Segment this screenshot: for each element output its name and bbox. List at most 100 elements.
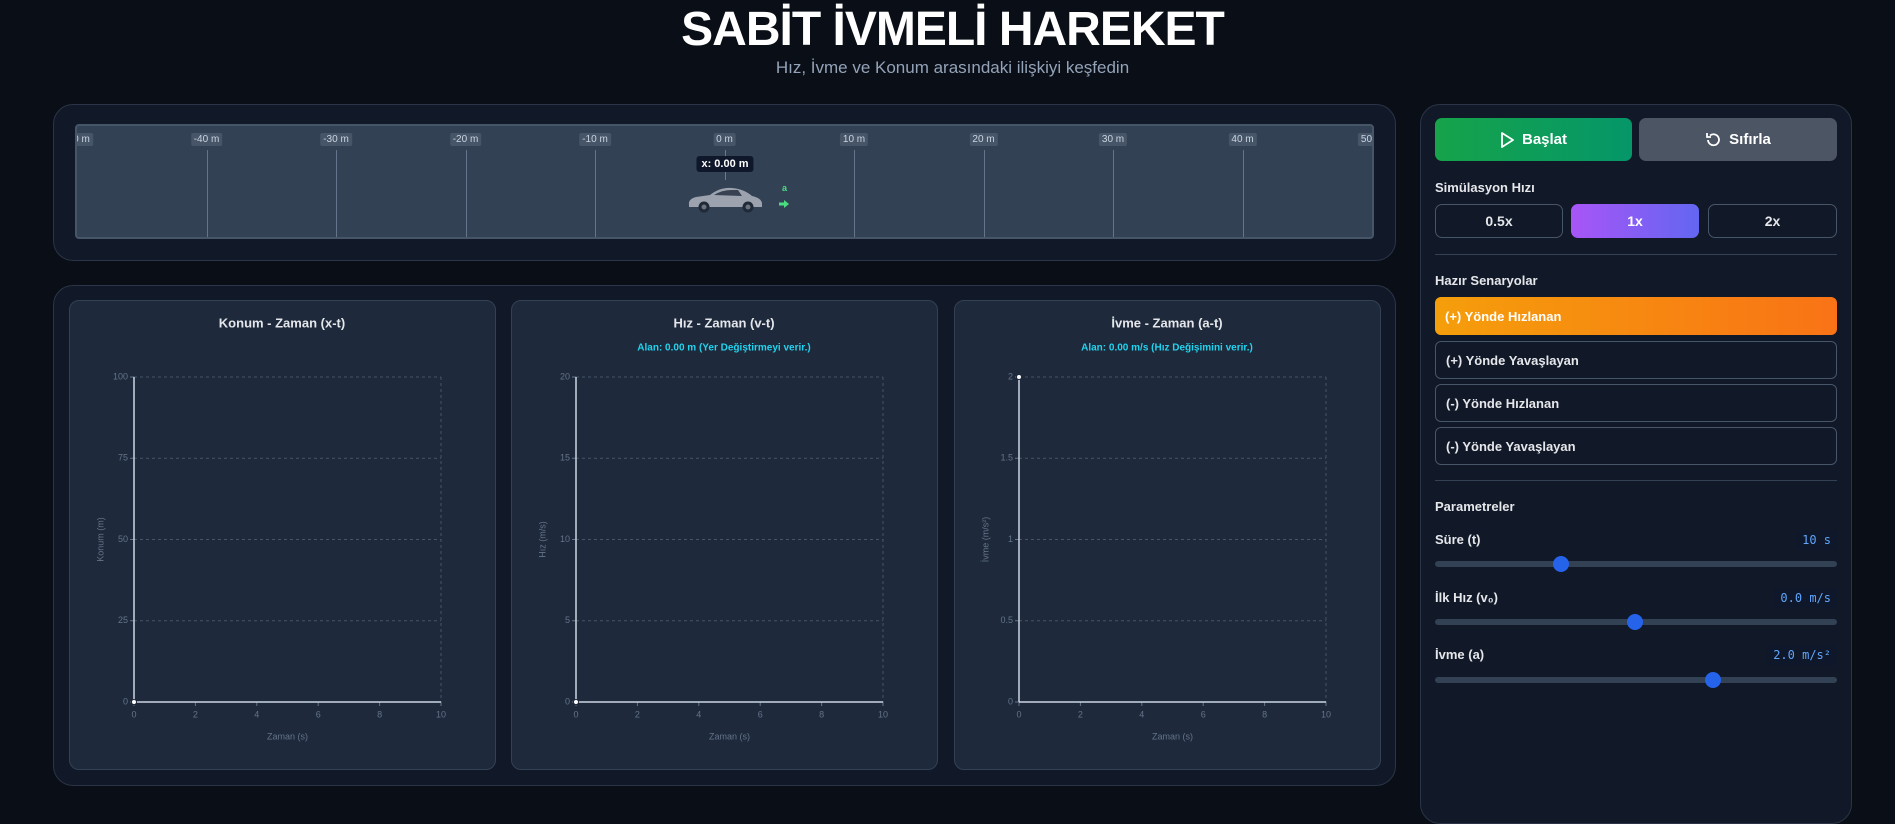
track-tick-label: 30 m bbox=[1098, 133, 1128, 146]
divider bbox=[1435, 480, 1837, 481]
x-tick-label: 10 bbox=[436, 709, 446, 719]
x-tick-label: 4 bbox=[696, 709, 701, 719]
scenario-button[interactable]: (-) Yönde Hızlanan bbox=[1435, 384, 1837, 422]
track-tick-label: -50 m bbox=[77, 133, 93, 146]
data-point bbox=[1016, 374, 1022, 380]
track-tick-label: 20 m bbox=[969, 133, 998, 146]
acceleration-arrow bbox=[779, 200, 789, 208]
scenarios-title: Hazır Senaryolar bbox=[1435, 273, 1538, 288]
y-tick-label: 0 bbox=[1008, 696, 1013, 706]
x-tick-label: 8 bbox=[377, 709, 382, 719]
track-tick-label: 0 m bbox=[713, 133, 736, 146]
y-tick-label: 50 bbox=[118, 534, 128, 544]
data-point bbox=[573, 699, 579, 705]
page: Sabit İvmeli Hareket {"header": {"title"… bbox=[53, 3, 1852, 824]
x-tick-label: 0 bbox=[573, 709, 578, 719]
speed-title: Simülasyon Hızı bbox=[1435, 180, 1535, 195]
slider[interactable] bbox=[1435, 614, 1837, 630]
x-tick-label: 4 bbox=[254, 709, 259, 719]
track-tick-line bbox=[983, 150, 985, 237]
y-tick-label: 15 bbox=[560, 453, 570, 463]
y-tick-label: 100 bbox=[113, 371, 128, 381]
position-label: x: 0.00 m bbox=[696, 156, 754, 172]
y-tick-label: 0.5 bbox=[1000, 615, 1013, 625]
x-tick-label: 8 bbox=[819, 709, 824, 719]
chart-subtitle: Alan: 0.00 m (Yer Değiştirmeyi verir.) bbox=[637, 343, 810, 354]
chart: İvme - Zaman (a-t) Alan: 0.00 m/s (Hız De… bbox=[980, 315, 1331, 741]
scenario-button[interactable]: (+) Yönde Hızlanan bbox=[1435, 297, 1837, 335]
track-tick-label: 50 m bbox=[1357, 133, 1372, 146]
scenario-button[interactable]: (-) Yönde Yavaşlayan bbox=[1435, 427, 1837, 465]
reset-button[interactable]: Sıfırla bbox=[1639, 118, 1837, 161]
y-axis-label: Hız (m/s) bbox=[537, 521, 547, 558]
y-tick-label: 75 bbox=[118, 453, 128, 463]
track-tick-line bbox=[465, 150, 467, 237]
track-tick-line bbox=[854, 150, 855, 237]
x-tick-label: 0 bbox=[131, 709, 136, 719]
track-tick-line bbox=[1113, 150, 1114, 237]
y-tick-label: 1.5 bbox=[1000, 453, 1013, 463]
track-tick-label: 10 m bbox=[839, 133, 869, 146]
x-axis-label: Zaman (s) bbox=[267, 731, 308, 741]
parameter-label: İlk Hız (v₀) bbox=[1435, 590, 1498, 605]
slider[interactable] bbox=[1435, 672, 1837, 688]
parameter-label: İvme (a) bbox=[1435, 647, 1485, 662]
x-axis-label: Zaman (s) bbox=[709, 731, 750, 741]
chart-card: İvme - Zaman (a-t) Alan: 0.00 m/s (Hız De… bbox=[954, 300, 1381, 770]
play-icon bbox=[1501, 131, 1514, 148]
slider-thumb[interactable] bbox=[1705, 672, 1721, 688]
scenario-button[interactable]: (+) Yönde Yavaşlayan bbox=[1435, 341, 1837, 379]
acceleration-label: a bbox=[782, 183, 788, 193]
data-point bbox=[131, 699, 137, 705]
track-tick-label: 40 m bbox=[1228, 133, 1257, 146]
x-tick-label: 4 bbox=[1139, 709, 1144, 719]
chart-subtitle: Alan: 0.00 m/s (Hız Değişimini verir.) bbox=[1081, 343, 1253, 354]
parameters-title: Parametreler bbox=[1435, 499, 1515, 514]
speed-button[interactable]: 1x bbox=[1571, 204, 1699, 238]
track-tick-line bbox=[1242, 150, 1244, 237]
page-title: SABİT İVMELİ HAREKET bbox=[681, 3, 1225, 56]
x-tick-label: 6 bbox=[316, 709, 321, 719]
y-axis-label: İvme (m/s²) bbox=[980, 517, 990, 563]
y-tick-label: 10 bbox=[560, 534, 570, 544]
x-tick-label: 0 bbox=[1016, 709, 1021, 719]
speed-button[interactable]: 2x bbox=[1708, 204, 1837, 238]
chart-title: Hız - Zaman (v-t) bbox=[673, 315, 774, 330]
y-axis-label: Konum (m) bbox=[95, 517, 105, 562]
x-tick-label: 2 bbox=[193, 709, 198, 719]
track-tick-label: -30 m bbox=[320, 133, 352, 146]
y-tick-label: 0 bbox=[565, 696, 570, 706]
x-tick-label: 10 bbox=[1321, 709, 1331, 719]
app: SABİT İVMELİ HAREKET Hız, İvme ve Konum … bbox=[53, 3, 1852, 824]
y-tick-label: 5 bbox=[565, 615, 570, 625]
chart: Hız - Zaman (v-t) Alan: 0.00 m (Yer Değiş… bbox=[537, 315, 888, 741]
slider[interactable] bbox=[1435, 556, 1837, 572]
track-tick-label: -40 m bbox=[190, 133, 223, 146]
slider-thumb[interactable] bbox=[1627, 614, 1643, 630]
slider-thumb[interactable] bbox=[1553, 556, 1569, 572]
x-tick-label: 6 bbox=[1201, 709, 1206, 719]
track: x: 0.00 m a -50 m -40 m -30 m -20 m -10 m 0 m… bbox=[75, 124, 1374, 239]
track-tick-line bbox=[595, 150, 596, 237]
chart-title: İvme - Zaman (a-t) bbox=[1111, 315, 1222, 330]
x-tick-label: 8 bbox=[1262, 709, 1267, 719]
start-button[interactable]: Başlat bbox=[1435, 118, 1632, 161]
chart-title: Konum - Zaman (x-t) bbox=[219, 315, 345, 330]
track-tick-line bbox=[336, 150, 337, 237]
parameter-value: 10 s bbox=[1796, 530, 1837, 550]
y-tick-label: 1 bbox=[1008, 534, 1013, 544]
x-tick-label: 10 bbox=[878, 709, 888, 719]
reset-icon bbox=[1706, 132, 1721, 146]
y-tick-label: 25 bbox=[118, 615, 128, 625]
track-tick-label: -20 m bbox=[449, 133, 482, 146]
y-tick-label: 0 bbox=[123, 696, 128, 706]
reset-label: Sıfırla bbox=[1729, 131, 1771, 148]
y-tick-label: 2 bbox=[1008, 371, 1013, 381]
page-subtitle: Hız, İvme ve Konum arasındaki ilişkiyi k… bbox=[775, 58, 1130, 77]
parameter-label: Süre (t) bbox=[1435, 532, 1481, 547]
x-tick-label: 2 bbox=[1078, 709, 1083, 719]
x-tick-label: 2 bbox=[635, 709, 640, 719]
speed-button[interactable]: 0.5x bbox=[1435, 204, 1563, 238]
x-axis-label: Zaman (s) bbox=[1152, 731, 1193, 741]
divider bbox=[1435, 254, 1837, 255]
